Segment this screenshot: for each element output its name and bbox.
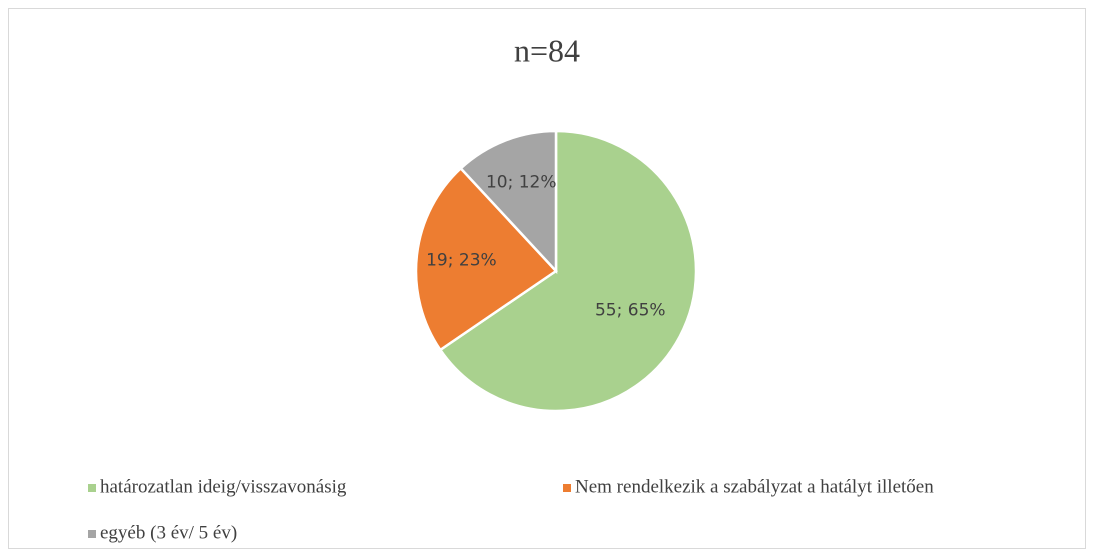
legend-swatch — [563, 484, 571, 492]
pie-slice — [459, 129, 558, 275]
chart-title: n=84 — [514, 32, 580, 68]
data-label: 19; 23% — [426, 250, 497, 270]
pie-slice — [414, 166, 558, 352]
data-label: 10; 12% — [486, 172, 557, 192]
legend-label: egyéb (3 év/ 5 év) — [100, 522, 237, 543]
legend-label: Nem rendelkezik a szabályzat a hatályt i… — [575, 476, 934, 497]
pie-slice — [438, 129, 698, 413]
legend-swatch — [88, 484, 96, 492]
data-label: 55; 65% — [595, 300, 666, 320]
legend-label: határozatlan ideig/visszavonásig — [100, 476, 347, 497]
legend-swatch — [88, 530, 96, 538]
